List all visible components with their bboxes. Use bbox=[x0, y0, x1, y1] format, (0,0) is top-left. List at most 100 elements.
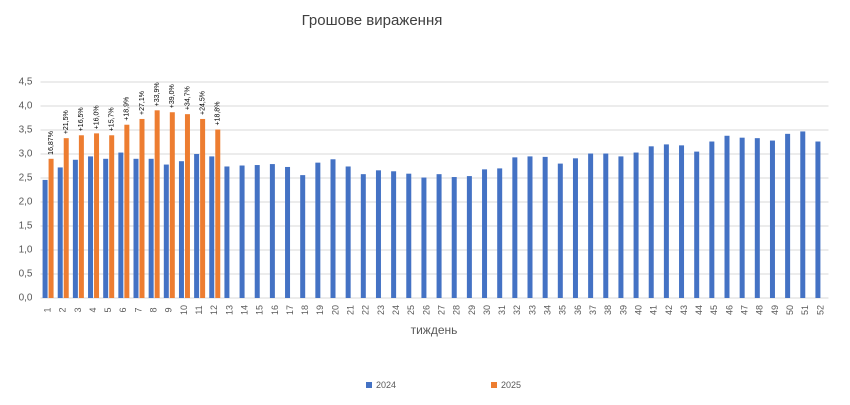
x-tick-label: 23 bbox=[376, 305, 386, 315]
x-tick-label: 5 bbox=[103, 307, 113, 312]
bar bbox=[497, 168, 503, 298]
legend-swatch bbox=[491, 382, 497, 388]
x-tick-label: 19 bbox=[315, 305, 325, 315]
x-tick-label: 37 bbox=[588, 305, 598, 315]
growth-label: +16,0% bbox=[93, 105, 100, 129]
x-tick-label: 9 bbox=[164, 307, 174, 312]
bar bbox=[315, 162, 321, 298]
x-tick-label: 16 bbox=[270, 305, 280, 315]
y-tick-label: 0,0 bbox=[19, 293, 33, 304]
growth-label: +16,5% bbox=[78, 107, 85, 131]
y-tick-label: 1,0 bbox=[19, 245, 33, 256]
bar bbox=[163, 164, 169, 298]
x-tick-label: 47 bbox=[740, 305, 750, 315]
x-tick-label: 10 bbox=[179, 305, 189, 315]
y-tick-label: 4,0 bbox=[19, 101, 33, 112]
y-tick-label: 3,0 bbox=[19, 149, 33, 160]
x-tick-label: 18 bbox=[300, 305, 310, 315]
x-tick-label: 34 bbox=[543, 305, 553, 315]
bar bbox=[724, 135, 730, 298]
bar bbox=[648, 146, 654, 298]
bar bbox=[360, 174, 366, 298]
bar bbox=[709, 141, 715, 298]
bar bbox=[88, 156, 94, 298]
x-axis-title: тиждень bbox=[411, 323, 458, 337]
x-tick-label: 17 bbox=[285, 305, 295, 315]
bar bbox=[482, 169, 488, 298]
x-tick-label: 51 bbox=[800, 305, 810, 315]
growth-label: +39,0% bbox=[169, 84, 176, 108]
bar bbox=[215, 129, 221, 298]
bar bbox=[109, 135, 115, 298]
bar bbox=[239, 165, 245, 298]
bar bbox=[618, 156, 624, 298]
bar bbox=[154, 110, 160, 298]
x-tick-label: 13 bbox=[224, 305, 234, 315]
bar bbox=[224, 166, 230, 298]
bar bbox=[94, 133, 100, 298]
x-tick-label: 11 bbox=[194, 305, 204, 314]
x-tick-label: 20 bbox=[330, 305, 340, 315]
x-tick-label: 6 bbox=[118, 307, 128, 312]
bar bbox=[42, 179, 48, 298]
x-tick-label: 36 bbox=[573, 305, 583, 315]
growth-label: +34,7% bbox=[184, 86, 191, 110]
bar bbox=[178, 161, 184, 298]
bar bbox=[200, 118, 206, 299]
bar bbox=[72, 159, 78, 298]
growth-label: +21,5% bbox=[63, 110, 70, 134]
bar bbox=[148, 158, 154, 298]
bar bbox=[269, 164, 275, 298]
bar bbox=[451, 177, 457, 298]
bar bbox=[769, 140, 775, 298]
bar bbox=[512, 157, 518, 298]
x-tick-label: 40 bbox=[633, 305, 643, 315]
x-tick-label: 31 bbox=[497, 305, 507, 315]
x-tick-label: 14 bbox=[239, 305, 249, 315]
bar bbox=[557, 163, 563, 298]
bar bbox=[209, 156, 215, 298]
x-tick-label: 26 bbox=[421, 305, 431, 315]
x-tick-label: 1 bbox=[42, 307, 52, 312]
bar bbox=[663, 144, 669, 298]
x-tick-label: 15 bbox=[255, 305, 265, 315]
x-tick-label: 29 bbox=[467, 305, 477, 315]
bar bbox=[679, 145, 685, 298]
bar bbox=[118, 152, 124, 298]
growth-label: +24,5% bbox=[199, 91, 206, 115]
bar bbox=[285, 166, 291, 298]
x-tick-label: 39 bbox=[618, 305, 628, 315]
x-tick-label: 2 bbox=[58, 307, 68, 312]
bar bbox=[436, 174, 442, 298]
bar bbox=[815, 141, 821, 298]
x-tick-label: 27 bbox=[436, 305, 446, 315]
x-tick-label: 35 bbox=[558, 305, 568, 315]
bar bbox=[800, 131, 806, 298]
bar bbox=[139, 118, 145, 299]
growth-label: +33,9% bbox=[154, 82, 161, 106]
bar bbox=[254, 165, 260, 298]
x-tick-label: 38 bbox=[603, 305, 613, 315]
x-tick-label: 32 bbox=[512, 305, 522, 315]
x-tick-label: 49 bbox=[770, 305, 780, 315]
growth-label: +27,1% bbox=[139, 91, 146, 115]
bar bbox=[603, 153, 609, 298]
x-tick-label: 33 bbox=[527, 305, 537, 315]
bar bbox=[48, 158, 54, 298]
bar bbox=[57, 167, 63, 298]
bar bbox=[345, 166, 351, 298]
legend-swatch bbox=[366, 382, 372, 388]
bar bbox=[739, 137, 745, 298]
bar bbox=[169, 112, 175, 299]
x-tick-label: 12 bbox=[209, 305, 219, 315]
bar bbox=[466, 176, 472, 298]
x-tick-label: 7 bbox=[133, 307, 143, 312]
x-tick-label: 50 bbox=[785, 305, 795, 315]
bar bbox=[78, 135, 84, 298]
x-tick-label: 44 bbox=[694, 305, 704, 315]
bar bbox=[694, 151, 700, 298]
x-tick-label: 8 bbox=[149, 307, 159, 312]
bar bbox=[785, 133, 791, 298]
